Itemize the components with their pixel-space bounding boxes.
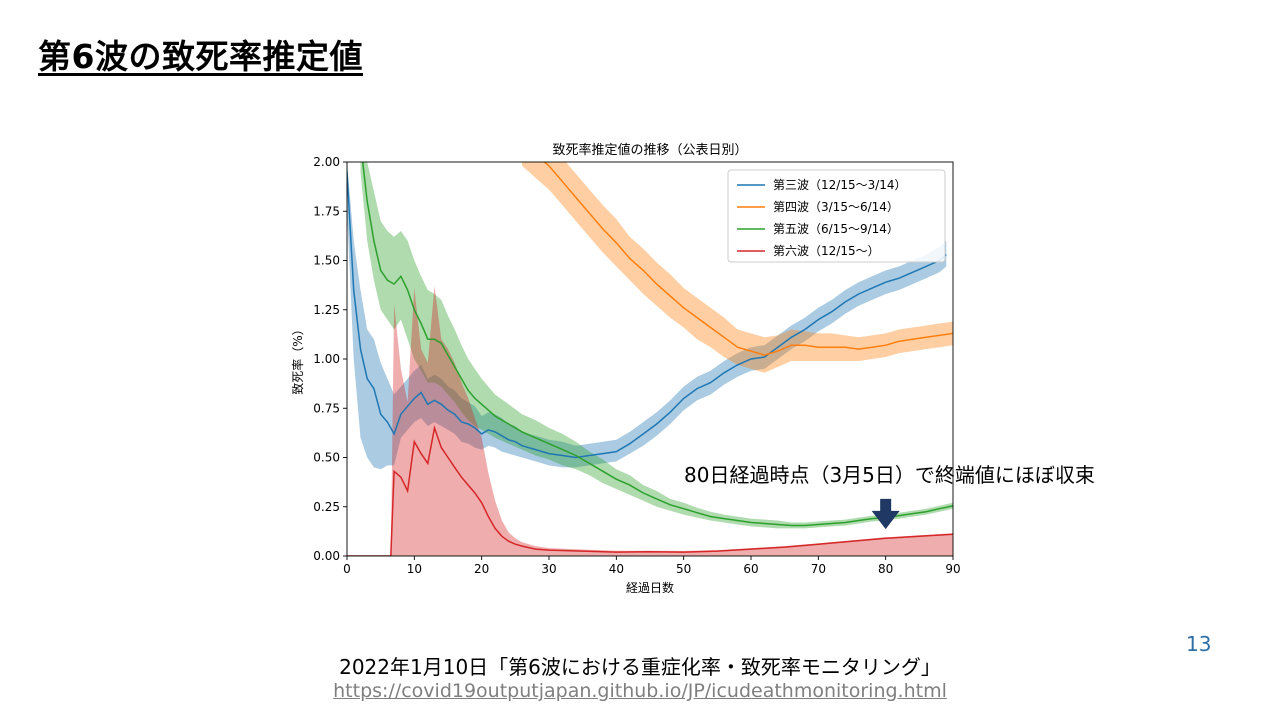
y-tick-label: 0.00	[313, 549, 340, 563]
y-tick-label: 0.50	[313, 451, 340, 465]
x-tick-label: 10	[407, 562, 422, 576]
x-tick-label: 80	[878, 562, 893, 576]
y-tick-label: 0.75	[313, 401, 340, 415]
slide-title: 第6波の致死率推定値	[38, 37, 363, 76]
y-tick-label: 1.75	[313, 204, 340, 218]
y-tick-label: 1.00	[313, 352, 340, 366]
legend: 第三波（12/15〜3/14） 第四波（3/15〜6/14） 第五波（6/15〜9/…	[727, 169, 946, 263]
callout-text: 80日経過時点（3月5日）で終端値にほぼ収束	[684, 463, 1095, 487]
x-tick-label: 40	[609, 562, 624, 576]
legend-label-1: 第三波（12/15〜3/14）	[773, 178, 907, 192]
x-tick-label: 20	[474, 562, 489, 576]
arrow-down-icon	[871, 498, 900, 530]
source-link[interactable]: https://covid19outputjapan.github.io/JP/…	[333, 680, 947, 702]
x-tick-label: 60	[743, 562, 758, 576]
series-line-1	[347, 171, 947, 459]
source-title: 2022年1月10日「第6波における重症化率・致死率モニタリング」	[339, 655, 941, 679]
x-axis-label: 経過日数	[626, 580, 674, 595]
y-tick-label: 0.25	[313, 500, 340, 514]
y-tick-label: 2.00	[313, 155, 340, 169]
series-line-3	[361, 162, 953, 527]
legend-label-3: 第五波（6/15〜9/14）	[773, 222, 899, 236]
y-tick-label: 1.50	[313, 254, 340, 268]
x-tick-label: 30	[541, 562, 556, 576]
legend-label-2: 第四波（3/15〜6/14）	[773, 200, 899, 214]
series-line-4	[347, 424, 953, 556]
series-band-2	[522, 162, 953, 373]
chart-title: 致死率推定値の推移（公表日別）	[552, 142, 747, 158]
legend-label-4: 第六波（12/15〜）	[773, 244, 880, 258]
series-band-4	[347, 286, 953, 556]
legend-box	[727, 169, 946, 263]
x-tick-label: 50	[676, 562, 691, 576]
plot-area	[347, 162, 953, 556]
series-band-3	[360, 162, 953, 529]
x-tick-label: 0	[343, 562, 351, 576]
chart: 0 10 20 30 40 50 60 70 80 90 0.00 0.25 0.50 0.75 1.00 1…	[280, 136, 970, 606]
y-axis-label: 致死率（%）	[290, 323, 305, 394]
series-line-2	[543, 162, 953, 356]
x-tick-label: 90	[945, 562, 960, 576]
x-tick-label: 70	[811, 562, 826, 576]
chart-svg: 0 10 20 30 40 50 60 70 80 90 0.00 0.25 0.50 0.75 1.00 1…	[290, 142, 961, 595]
y-tick-label: 1.25	[313, 303, 340, 317]
page-number: 13	[1186, 632, 1212, 656]
